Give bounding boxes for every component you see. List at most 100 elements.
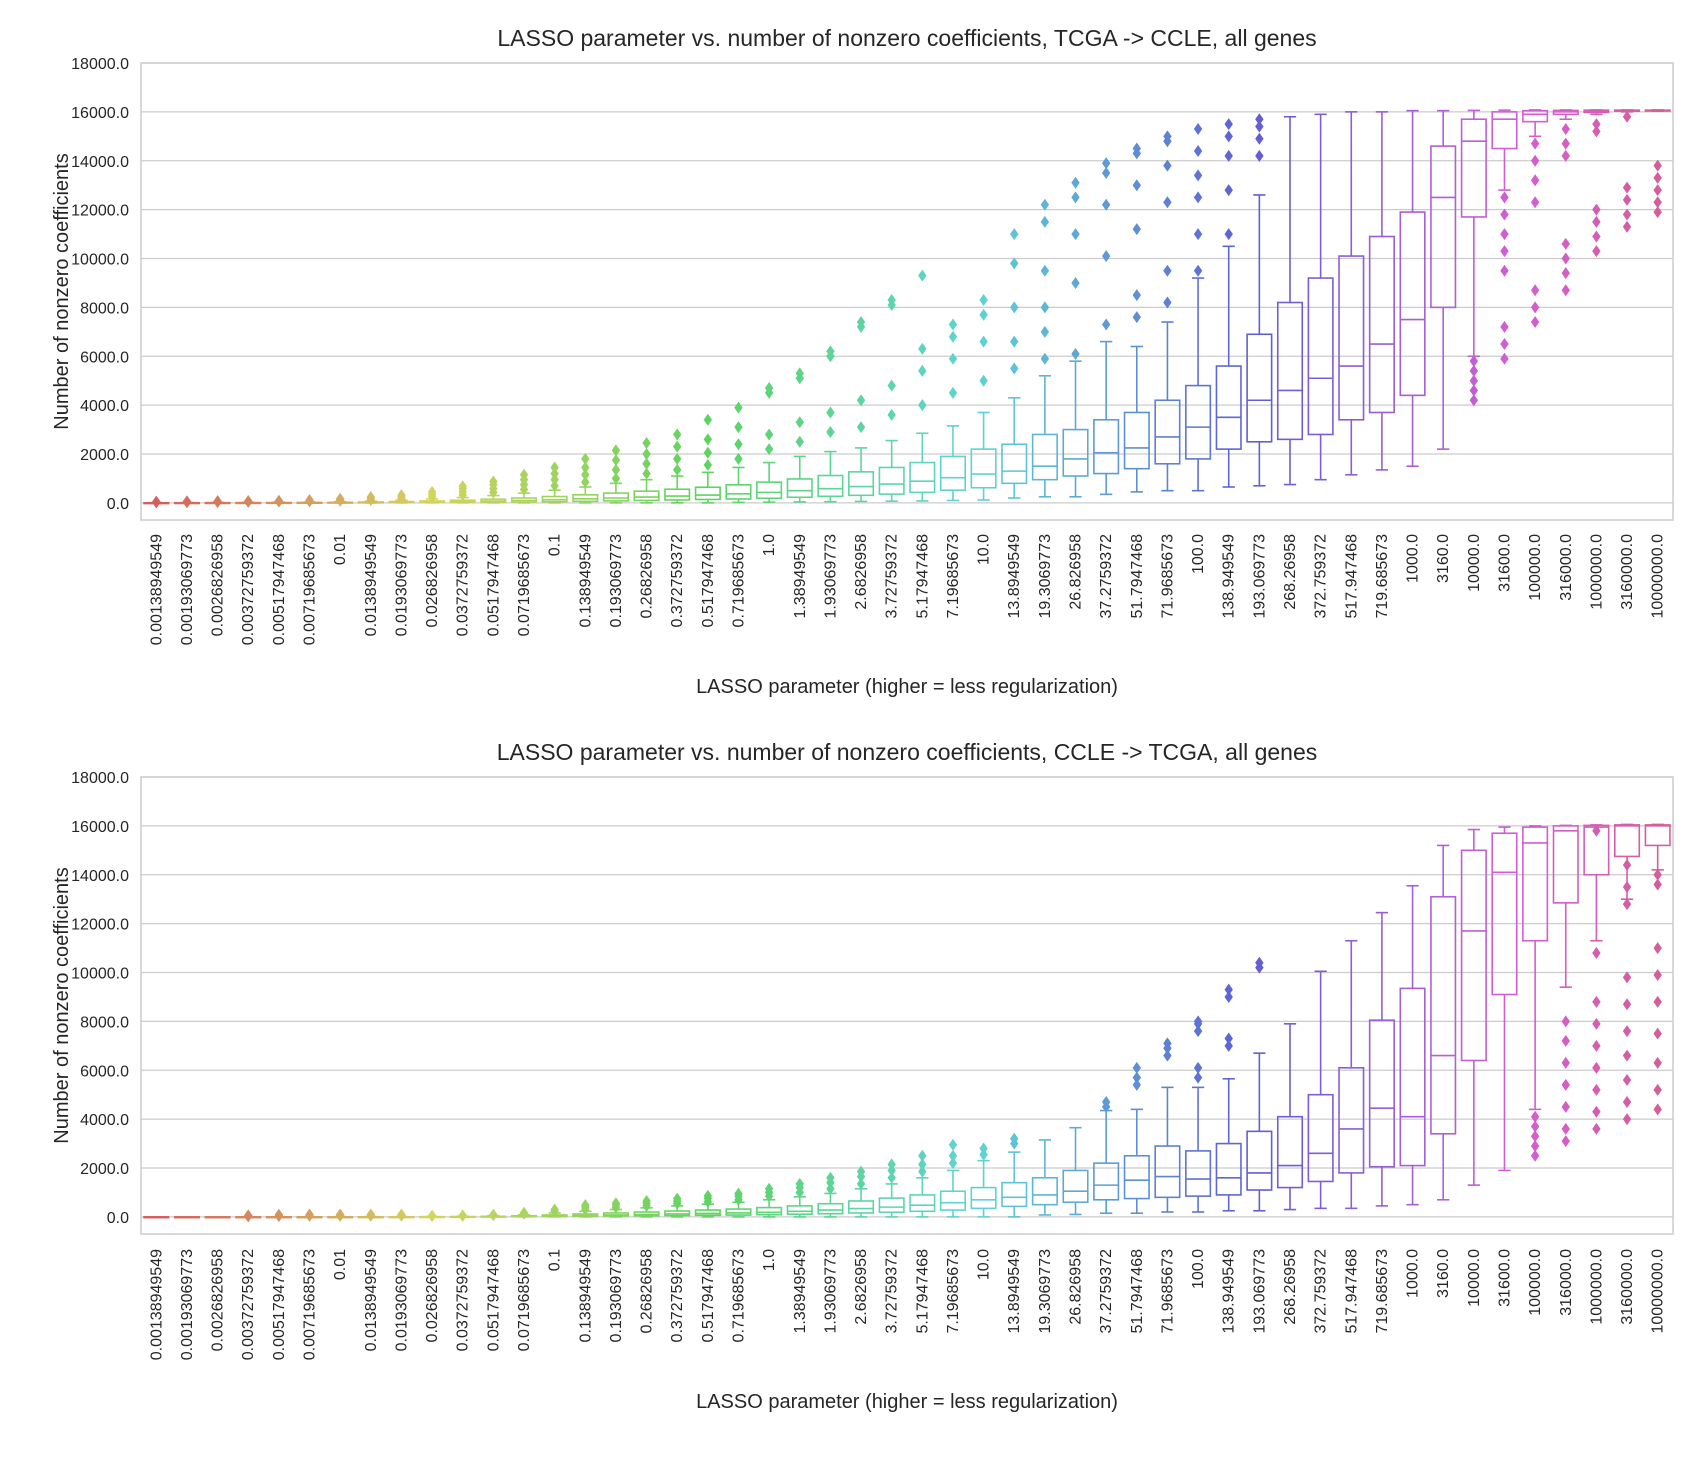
outlier-point [1500, 228, 1509, 241]
box-0.00719685673 [296, 1208, 323, 1222]
outlier-point [887, 1164, 896, 1177]
outlier-point [1193, 228, 1203, 241]
x-tick-label: 268.26958 [1282, 534, 1299, 610]
y-tick-label: 6000.0 [80, 349, 129, 366]
outlier-point [1561, 1034, 1570, 1047]
x-tick-label: 0.372759372 [669, 534, 686, 628]
outlier-point [1530, 196, 1540, 209]
x-tick-label: 19.3069773 [1037, 1249, 1054, 1334]
outlier-point [1193, 1015, 1203, 1028]
box-1000.0 [1399, 109, 1426, 468]
iqr-box [1430, 895, 1457, 1135]
x-tick-label: 719.685673 [1374, 534, 1391, 619]
outlier-point [918, 364, 927, 377]
outlier-point [1163, 130, 1172, 143]
iqr-box [1215, 1142, 1242, 1196]
iqr-box [1093, 419, 1120, 475]
outlier-point [1010, 228, 1019, 241]
x-tick-label: 5.17947468 [914, 1249, 931, 1334]
iqr-box [1399, 987, 1426, 1167]
outlier-point [244, 494, 253, 507]
iqr-box [1093, 1162, 1120, 1201]
x-tick-label: 0.1 [547, 534, 564, 556]
box-10000.0 [1460, 828, 1487, 1186]
x-tick-label: 1.0 [761, 1249, 778, 1271]
outlier-point [1653, 1056, 1662, 1069]
outlier-point [1530, 1120, 1540, 1133]
box-719.685673 [1368, 111, 1395, 471]
outlier-point [182, 495, 192, 508]
box-0.0719685673 [510, 1206, 538, 1220]
box-0.517947468 [694, 1189, 721, 1218]
x-tick-label: 0.00517947468 [271, 534, 288, 645]
outlier-point [1132, 1078, 1141, 1091]
outlier-point [1500, 352, 1509, 365]
outlier-point [1561, 252, 1570, 265]
outlier-point [1224, 184, 1233, 197]
outlier-point [1500, 320, 1509, 333]
y-tick-label: 18000.0 [71, 56, 129, 73]
outlier-point [1163, 1049, 1172, 1062]
outlier-point [1592, 125, 1601, 138]
iqr-box [1276, 1115, 1304, 1189]
outlier-point [1224, 118, 1233, 131]
x-tick-label: 0.01 [332, 1249, 349, 1280]
iqr-box [1552, 825, 1579, 904]
iqr-box [1460, 118, 1487, 218]
x-tick-label: 0.01 [332, 534, 349, 565]
x-axis-label: LASSO parameter (higher = less regulariz… [696, 1391, 1118, 1413]
outlier-point [795, 1177, 804, 1190]
x-tick-label: 0.0517947468 [485, 534, 502, 636]
outlier-point [611, 463, 621, 476]
outlier-point [856, 394, 866, 407]
box-19.3069773 [1031, 1139, 1058, 1216]
y-tick-label: 6000.0 [80, 1063, 129, 1080]
iqr-box [1215, 365, 1242, 450]
box-7.19685673 [939, 318, 967, 502]
outlier-point [1163, 1037, 1172, 1050]
outlier-point [918, 269, 927, 282]
outlier-point [1592, 1061, 1601, 1074]
outlier-point [1530, 174, 1540, 187]
box-3160000.0 [1613, 109, 1641, 233]
outlier-point [1622, 110, 1632, 123]
outlier-point [1224, 228, 1233, 241]
y-axis-label: Number of nonzero coefficients [51, 867, 73, 1143]
x-tick-label: 138.949549 [1221, 534, 1238, 619]
y-tick-label: 0.0 [107, 1210, 129, 1227]
outlier-point [918, 342, 927, 355]
box-100.0 [1185, 122, 1212, 492]
outlier-point [1622, 858, 1632, 871]
outlier-point [1224, 1039, 1233, 1052]
x-tick-label: 0.00138949549 [148, 534, 165, 645]
outlier-point [1592, 215, 1601, 228]
outlier-point [948, 1138, 958, 1151]
outlier-point [1255, 120, 1264, 133]
y-tick-label: 12000.0 [71, 203, 129, 220]
x-tick-label: 0.00372759372 [240, 1249, 257, 1360]
box-51.7947468 [1123, 142, 1150, 493]
outlier-point [948, 386, 958, 399]
outlier-point [1193, 1061, 1203, 1074]
box-100000.0 [1522, 825, 1549, 1162]
outlier-point [1622, 1096, 1632, 1109]
iqr-box [786, 1205, 813, 1216]
iqr-box [1031, 1176, 1058, 1206]
iqr-box [939, 1190, 967, 1211]
outlier-point [1592, 203, 1601, 216]
outlier-point [1622, 1025, 1632, 1038]
outlier-point [1163, 296, 1172, 309]
iqr-box [756, 481, 783, 500]
iqr-box [1185, 384, 1212, 460]
box-3.72759372 [878, 294, 905, 502]
x-tick-label: 7.19685673 [945, 534, 962, 619]
x-tick-label: 1.0 [761, 534, 778, 556]
x-tick-label: 10000000.0 [1650, 534, 1667, 619]
box-37.2759372 [1093, 1096, 1120, 1215]
outlier-point [1561, 122, 1570, 135]
outlier-point [1193, 122, 1203, 135]
outlier-point [1101, 1096, 1111, 1109]
iqr-box [1154, 1145, 1181, 1199]
x-tick-label: 1000000.0 [1588, 534, 1605, 610]
